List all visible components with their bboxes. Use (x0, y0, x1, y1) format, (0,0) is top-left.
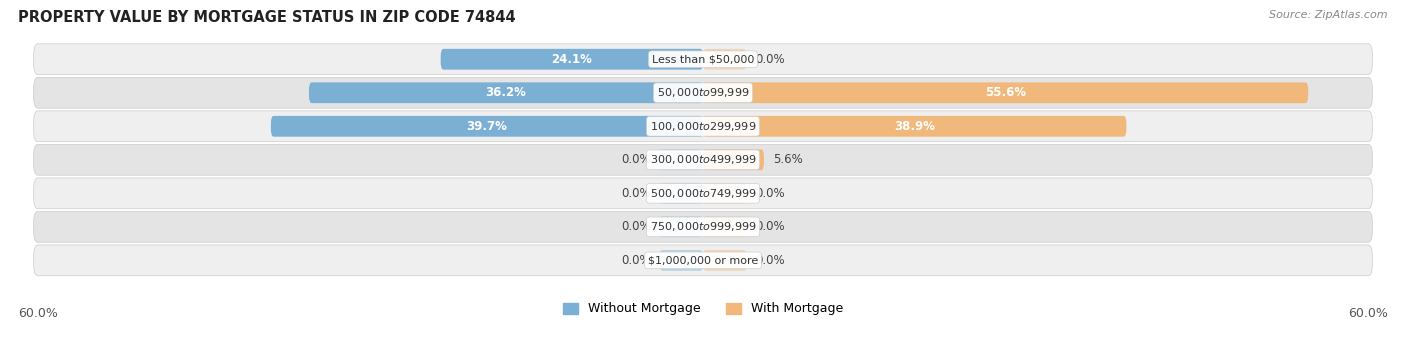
Text: 55.6%: 55.6% (986, 86, 1026, 99)
Text: 39.7%: 39.7% (467, 120, 508, 133)
Text: 0.0%: 0.0% (755, 53, 785, 66)
FancyBboxPatch shape (703, 116, 1126, 137)
Legend: Without Mortgage, With Mortgage: Without Mortgage, With Mortgage (562, 302, 844, 316)
Text: 0.0%: 0.0% (621, 187, 651, 200)
FancyBboxPatch shape (34, 77, 1372, 108)
Text: $500,000 to $749,999: $500,000 to $749,999 (650, 187, 756, 200)
FancyBboxPatch shape (703, 82, 1308, 103)
Text: 0.0%: 0.0% (621, 153, 651, 166)
Text: Less than $50,000: Less than $50,000 (652, 54, 754, 64)
Text: $50,000 to $99,999: $50,000 to $99,999 (657, 86, 749, 99)
Text: Source: ZipAtlas.com: Source: ZipAtlas.com (1270, 10, 1388, 20)
Text: 36.2%: 36.2% (485, 86, 526, 99)
FancyBboxPatch shape (34, 44, 1372, 75)
FancyBboxPatch shape (34, 211, 1372, 242)
FancyBboxPatch shape (34, 245, 1372, 276)
FancyBboxPatch shape (703, 250, 747, 271)
Text: 60.0%: 60.0% (1348, 307, 1388, 320)
FancyBboxPatch shape (659, 217, 703, 237)
FancyBboxPatch shape (703, 49, 747, 70)
Text: PROPERTY VALUE BY MORTGAGE STATUS IN ZIP CODE 74844: PROPERTY VALUE BY MORTGAGE STATUS IN ZIP… (18, 10, 516, 25)
Text: 0.0%: 0.0% (755, 220, 785, 233)
Text: $1,000,000 or more: $1,000,000 or more (648, 255, 758, 265)
FancyBboxPatch shape (703, 183, 747, 204)
FancyBboxPatch shape (703, 217, 747, 237)
Text: 60.0%: 60.0% (18, 307, 58, 320)
Text: 0.0%: 0.0% (755, 254, 785, 267)
FancyBboxPatch shape (309, 82, 703, 103)
Text: 5.6%: 5.6% (773, 153, 803, 166)
Text: $750,000 to $999,999: $750,000 to $999,999 (650, 220, 756, 233)
Text: 0.0%: 0.0% (621, 220, 651, 233)
FancyBboxPatch shape (34, 178, 1372, 209)
FancyBboxPatch shape (659, 149, 703, 170)
Text: 38.9%: 38.9% (894, 120, 935, 133)
FancyBboxPatch shape (34, 144, 1372, 175)
FancyBboxPatch shape (440, 49, 703, 70)
FancyBboxPatch shape (271, 116, 703, 137)
FancyBboxPatch shape (659, 183, 703, 204)
Text: $300,000 to $499,999: $300,000 to $499,999 (650, 153, 756, 166)
Text: $100,000 to $299,999: $100,000 to $299,999 (650, 120, 756, 133)
Text: 0.0%: 0.0% (621, 254, 651, 267)
Text: 24.1%: 24.1% (551, 53, 592, 66)
FancyBboxPatch shape (659, 250, 703, 271)
FancyBboxPatch shape (34, 111, 1372, 142)
FancyBboxPatch shape (703, 149, 763, 170)
Text: 0.0%: 0.0% (755, 187, 785, 200)
